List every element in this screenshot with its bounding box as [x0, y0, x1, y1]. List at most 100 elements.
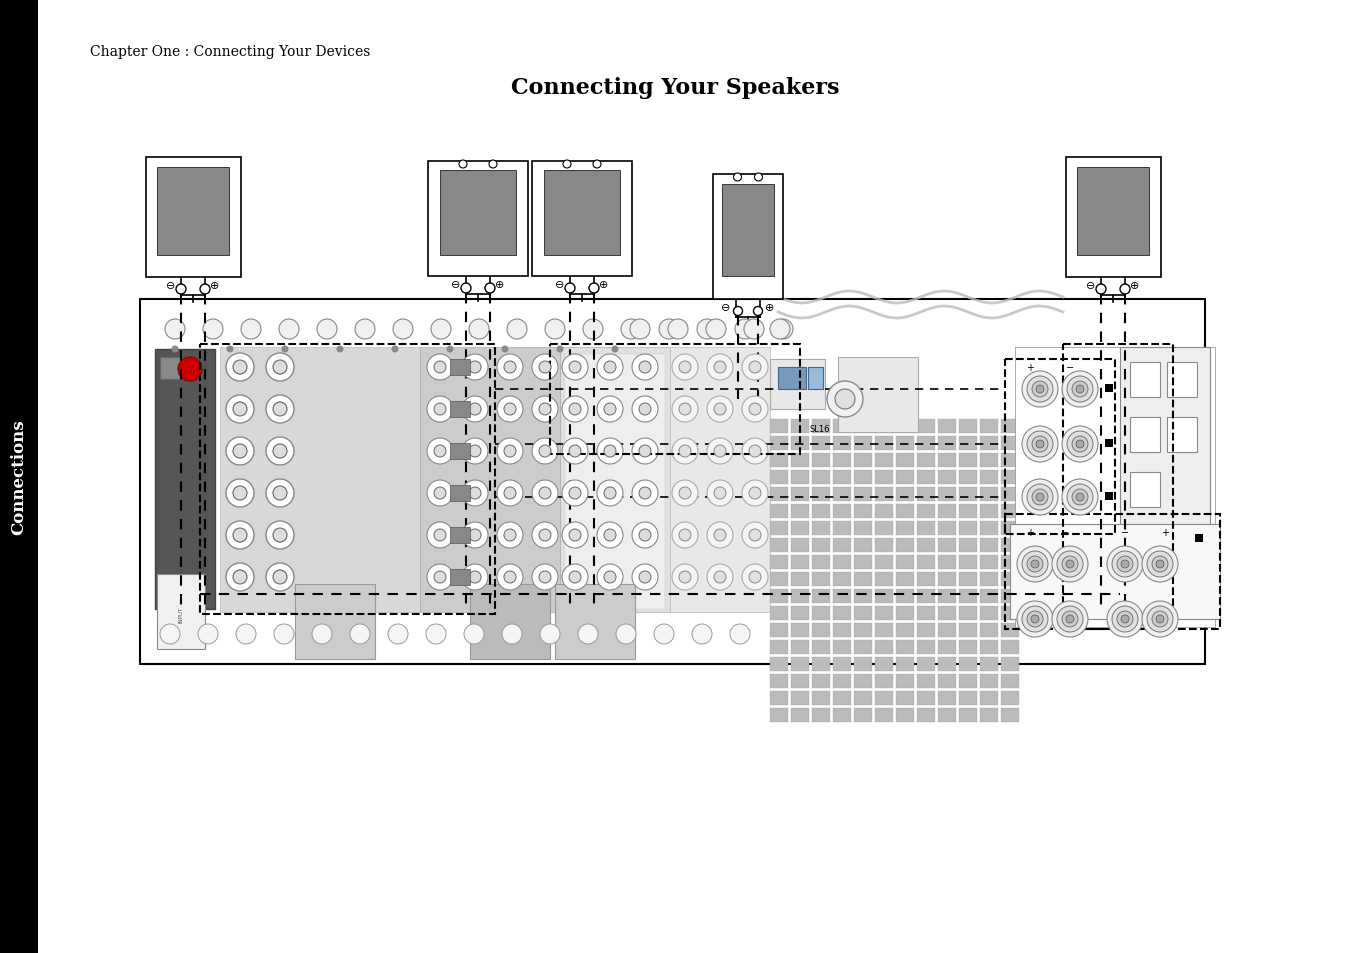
Circle shape	[178, 357, 203, 381]
Circle shape	[748, 530, 761, 541]
Bar	[1001, 488, 1019, 501]
Bar	[1001, 691, 1019, 705]
Bar	[834, 691, 851, 705]
Text: +: +	[1025, 527, 1034, 537]
Circle shape	[742, 438, 767, 464]
Bar	[938, 488, 957, 501]
Circle shape	[565, 284, 576, 294]
Bar	[450, 401, 470, 417]
Bar	[959, 488, 977, 501]
Circle shape	[1021, 552, 1048, 578]
Bar	[295, 584, 376, 659]
Circle shape	[532, 355, 558, 380]
Bar	[979, 573, 998, 586]
Circle shape	[1021, 372, 1058, 408]
Circle shape	[578, 624, 598, 644]
Circle shape	[569, 403, 581, 416]
Bar	[790, 488, 809, 501]
Bar	[917, 454, 935, 468]
Circle shape	[227, 346, 234, 354]
Bar	[875, 436, 893, 451]
Bar	[896, 658, 915, 671]
Bar	[812, 538, 830, 553]
Circle shape	[434, 530, 446, 541]
Circle shape	[427, 438, 453, 464]
Bar	[1001, 556, 1019, 569]
Bar	[834, 419, 851, 434]
Circle shape	[540, 624, 561, 644]
Circle shape	[1056, 552, 1084, 578]
Circle shape	[497, 522, 523, 548]
Circle shape	[539, 361, 551, 374]
Bar	[875, 589, 893, 603]
Circle shape	[734, 173, 742, 182]
Bar	[979, 556, 998, 569]
Circle shape	[469, 446, 481, 457]
Circle shape	[616, 624, 636, 644]
Circle shape	[159, 624, 180, 644]
Bar	[917, 623, 935, 638]
Bar	[938, 454, 957, 468]
Circle shape	[562, 564, 588, 590]
Circle shape	[1117, 612, 1133, 627]
Circle shape	[427, 480, 453, 506]
Bar	[854, 436, 871, 451]
Circle shape	[1031, 616, 1039, 623]
Bar	[450, 569, 470, 585]
Circle shape	[1066, 560, 1074, 568]
Bar	[790, 589, 809, 603]
Circle shape	[504, 403, 516, 416]
Bar	[834, 623, 851, 638]
Bar	[1063, 345, 1173, 629]
Bar	[1066, 158, 1161, 277]
Bar	[1001, 436, 1019, 451]
Bar	[875, 606, 893, 620]
Bar	[854, 589, 871, 603]
Circle shape	[713, 530, 725, 541]
Circle shape	[497, 355, 523, 380]
Bar	[875, 471, 893, 484]
Bar	[834, 454, 851, 468]
Circle shape	[266, 563, 295, 592]
Circle shape	[1096, 285, 1106, 294]
Circle shape	[748, 488, 761, 499]
Bar	[917, 573, 935, 586]
Circle shape	[680, 403, 690, 416]
Bar	[1001, 640, 1019, 655]
Bar	[875, 675, 893, 688]
Circle shape	[597, 396, 623, 422]
Circle shape	[632, 355, 658, 380]
Bar	[790, 419, 809, 434]
Bar	[834, 538, 851, 553]
Bar	[917, 691, 935, 705]
Bar	[938, 658, 957, 671]
Circle shape	[532, 522, 558, 548]
Bar	[555, 584, 635, 659]
Circle shape	[707, 319, 725, 339]
Circle shape	[1067, 432, 1093, 457]
Circle shape	[569, 446, 581, 457]
Bar	[770, 488, 788, 501]
Bar	[834, 521, 851, 536]
Circle shape	[1106, 546, 1143, 582]
Bar	[770, 691, 788, 705]
Bar	[896, 471, 915, 484]
Circle shape	[671, 522, 698, 548]
Bar	[938, 538, 957, 553]
Bar	[812, 640, 830, 655]
Text: −: −	[1066, 363, 1074, 373]
Circle shape	[1112, 552, 1138, 578]
Circle shape	[680, 488, 690, 499]
Circle shape	[280, 319, 299, 339]
Bar	[938, 623, 957, 638]
Bar	[854, 606, 871, 620]
Bar	[1167, 363, 1197, 397]
Bar	[917, 675, 935, 688]
Circle shape	[469, 403, 481, 416]
Circle shape	[1032, 436, 1048, 453]
Circle shape	[671, 480, 698, 506]
Circle shape	[557, 346, 563, 354]
Bar	[155, 350, 215, 609]
Text: Connections: Connections	[11, 418, 27, 535]
Bar	[834, 556, 851, 569]
